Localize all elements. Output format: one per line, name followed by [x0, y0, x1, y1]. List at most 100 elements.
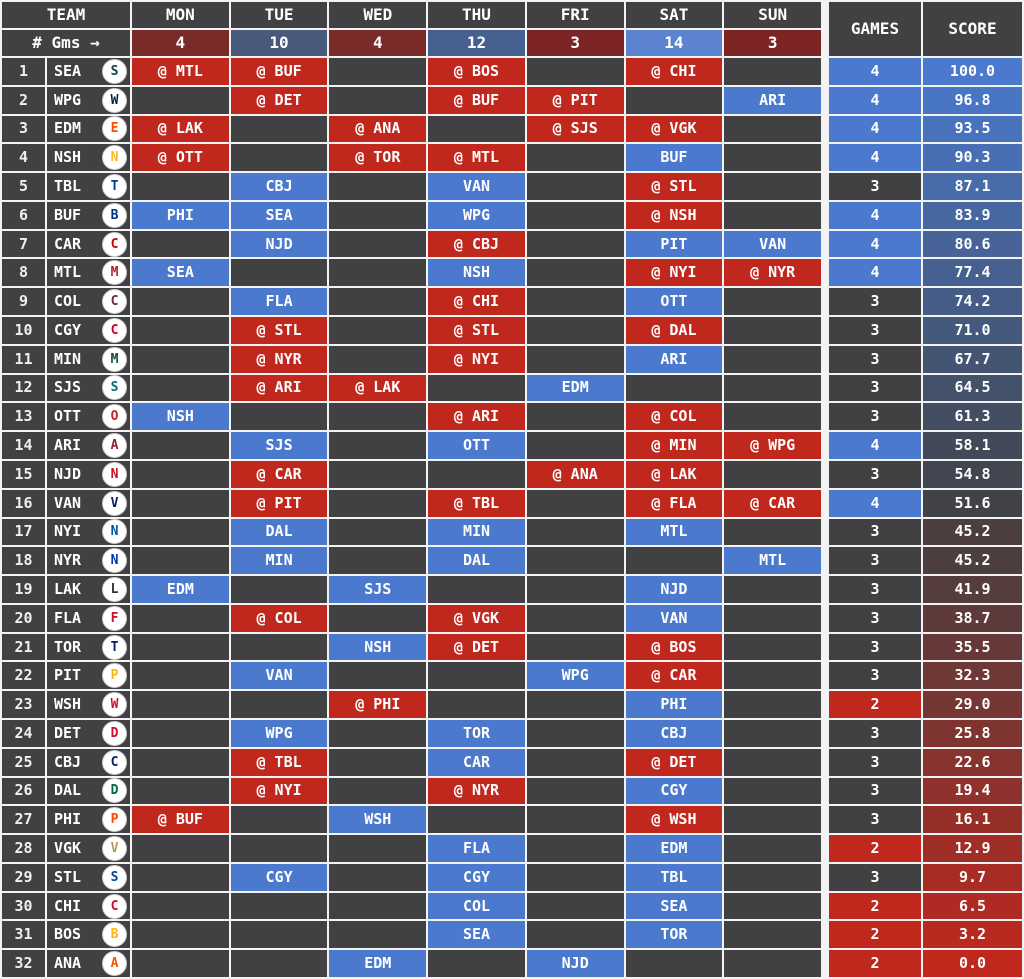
team-logo-icon: S	[102, 58, 127, 84]
day-cell: @ DAL	[625, 317, 723, 344]
day-cell	[724, 748, 821, 776]
team-abbr: WPG	[54, 90, 82, 109]
day-cell: @ FLA	[625, 489, 723, 517]
day-cell: VAN	[230, 662, 328, 690]
score-column-header: SCORE	[923, 2, 1022, 56]
day-cell	[428, 662, 525, 690]
day-cell: @ LAK	[132, 115, 229, 143]
day-cell: NSH	[132, 403, 229, 431]
team-cell: COL C	[47, 288, 130, 316]
team-logo-icon: P	[102, 807, 127, 833]
team-logo-icon: A	[102, 951, 127, 977]
rank-cell: 26	[2, 777, 45, 805]
day-cell	[724, 115, 821, 143]
day-cell	[329, 489, 427, 517]
day-cell	[132, 374, 229, 402]
day-cell: WSH	[329, 806, 427, 834]
score-cell: 9.7	[923, 863, 1022, 891]
day-cell	[329, 662, 427, 690]
day-cell: @ STL	[625, 173, 723, 200]
day-cell: VAN	[724, 230, 821, 258]
day-cell: @ MIN	[625, 432, 723, 459]
day-cell: MIN	[428, 518, 525, 546]
day-cell: @ NYR	[428, 777, 525, 805]
games-cell: 2	[829, 921, 921, 949]
day-cell	[428, 576, 525, 603]
games-cell: 3	[829, 719, 921, 747]
day-cell	[132, 432, 229, 459]
day-cell: VAN	[428, 173, 525, 200]
day-cell: NJD	[526, 950, 624, 977]
team-cell: NSH N	[47, 144, 130, 172]
score-cell: 25.8	[923, 719, 1022, 747]
day-cell	[526, 317, 624, 344]
score-cell: 93.5	[923, 115, 1022, 143]
day-cell: NSH	[428, 259, 525, 287]
day-cell	[132, 604, 229, 632]
team-cell: CAR C	[47, 230, 130, 258]
rank-cell: 14	[2, 432, 45, 459]
games-cell: 4	[829, 144, 921, 172]
day-cell: @ PHI	[329, 691, 427, 718]
team-abbr: NYR	[54, 551, 82, 570]
day-cell: @ NYR	[724, 259, 821, 287]
day-header-fri: FRI	[526, 2, 624, 28]
day-cell: EDM	[526, 374, 624, 402]
day-cell	[724, 950, 821, 977]
team-abbr: NSH	[54, 148, 82, 167]
team-abbr: NYI	[54, 522, 82, 541]
day-cell	[724, 863, 821, 891]
day-cell	[329, 86, 427, 114]
games-cell: 3	[829, 288, 921, 316]
day-cell	[329, 201, 427, 229]
team-logo-icon: E	[102, 116, 127, 142]
day-cell	[132, 748, 229, 776]
day-cell: SEA	[132, 259, 229, 287]
team-logo-icon: V	[102, 490, 127, 516]
score-cell: 41.9	[923, 576, 1022, 603]
day-cell	[724, 374, 821, 402]
rank-cell: 25	[2, 748, 45, 776]
day-cell	[428, 950, 525, 977]
team-cell: SEA S	[47, 58, 130, 85]
team-logo-icon: C	[102, 231, 127, 257]
team-cell: WSH W	[47, 691, 130, 718]
day-cell: @ ARI	[230, 374, 328, 402]
team-logo-icon: C	[102, 893, 127, 919]
score-cell: 90.3	[923, 144, 1022, 172]
rank-cell: 7	[2, 230, 45, 258]
day-cell	[625, 547, 723, 575]
day-cell: WPG	[428, 201, 525, 229]
day-cell: @ MTL	[428, 144, 525, 172]
team-logo-icon: C	[102, 317, 127, 343]
games-cell: 3	[829, 806, 921, 834]
day-cell	[428, 460, 525, 488]
games-cell: 4	[829, 86, 921, 114]
team-cell: ANA A	[47, 950, 130, 977]
games-cell: 3	[829, 374, 921, 402]
score-cell: 100.0	[923, 58, 1022, 85]
score-cell: 29.0	[923, 691, 1022, 718]
day-cell: PIT	[625, 230, 723, 258]
score-cell: 74.2	[923, 288, 1022, 316]
day-cell: @ TBL	[428, 489, 525, 517]
team-cell: PHI P	[47, 806, 130, 834]
day-cell: @ NSH	[625, 201, 723, 229]
day-cell	[329, 547, 427, 575]
team-abbr: VAN	[54, 493, 82, 512]
games-cell: 3	[829, 518, 921, 546]
day-cell	[230, 259, 328, 287]
day-cell	[724, 691, 821, 718]
day-cell	[132, 921, 229, 949]
rank-cell: 4	[2, 144, 45, 172]
day-cell	[724, 288, 821, 316]
day-cell	[526, 633, 624, 661]
day-header-wed: WED	[329, 2, 427, 28]
day-cell: @ NYI	[230, 777, 328, 805]
day-cell: NJD	[230, 230, 328, 258]
team-cell: NJD N	[47, 460, 130, 488]
rank-cell: 30	[2, 892, 45, 920]
day-cell: @ COL	[230, 604, 328, 632]
day-cell	[329, 432, 427, 459]
day-cell	[132, 230, 229, 258]
